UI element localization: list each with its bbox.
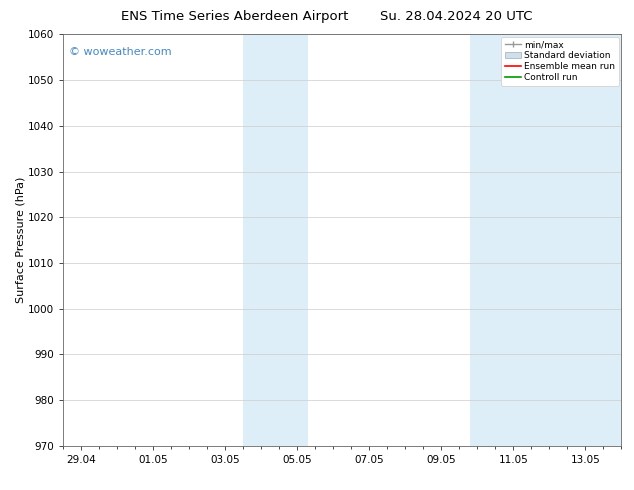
Y-axis label: Surface Pressure (hPa): Surface Pressure (hPa) — [15, 177, 25, 303]
Text: © woweather.com: © woweather.com — [69, 47, 172, 57]
Bar — [470, 34, 621, 446]
Bar — [243, 34, 308, 446]
Text: ENS Time Series Aberdeen Airport: ENS Time Series Aberdeen Airport — [121, 10, 348, 23]
Legend: min/max, Standard deviation, Ensemble mean run, Controll run: min/max, Standard deviation, Ensemble me… — [501, 37, 619, 86]
Text: Su. 28.04.2024 20 UTC: Su. 28.04.2024 20 UTC — [380, 10, 533, 23]
